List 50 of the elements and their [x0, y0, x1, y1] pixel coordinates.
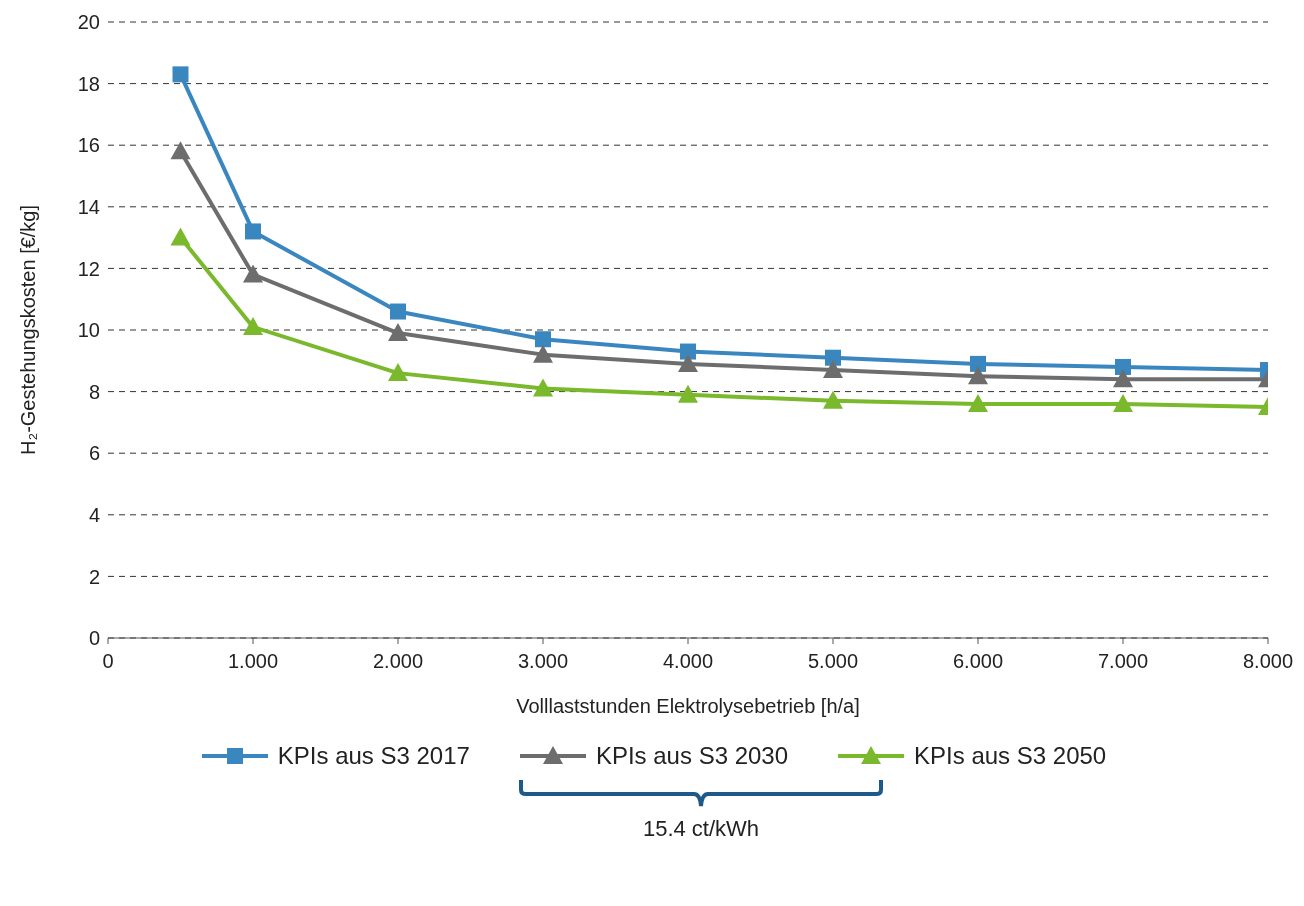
- x-tick-label: 2.000: [372, 650, 424, 673]
- x-tick-label: 4.000: [662, 650, 714, 673]
- point: [533, 378, 553, 397]
- legend-label: KPIs aus S3 2030: [595, 742, 789, 770]
- y-tick-label: 10: [77, 319, 100, 342]
- legend-label: KPIs aus S3 2017: [277, 742, 470, 770]
- point: [245, 223, 261, 240]
- point: [678, 353, 698, 372]
- point: [1115, 358, 1131, 375]
- point: [243, 316, 263, 335]
- x-tick-label: 3.000: [517, 650, 569, 673]
- point: [1113, 369, 1133, 388]
- legend-label: KPIs aus S3 2050: [914, 742, 1107, 770]
- x-axis-title: Volllaststunden Elektrolysebetrieb [h/a]: [516, 695, 860, 717]
- y-axis-title: H₂-Gestehungskosten [€/kg]: [17, 204, 40, 456]
- point: [388, 363, 408, 382]
- x-tick-label: 8.000: [1242, 650, 1294, 673]
- point: [172, 66, 189, 83]
- y-tick-label: 6: [88, 442, 100, 465]
- y-tick-label: 16: [77, 134, 100, 157]
- y-tick-label: 14: [77, 195, 100, 218]
- y-tick-label: 4: [88, 503, 100, 526]
- x-tick-label: 1.000: [227, 650, 279, 673]
- point: [968, 366, 988, 385]
- point: [390, 303, 406, 320]
- y-tick-label: 18: [77, 72, 100, 95]
- y-tick-label: 12: [77, 257, 100, 280]
- point: [243, 264, 263, 283]
- point: [533, 344, 553, 363]
- point: [823, 360, 843, 379]
- point: [170, 227, 191, 246]
- y-tick-label: 0: [88, 627, 100, 650]
- x-tick-label: 7.000: [1097, 650, 1149, 673]
- y-tick-label: 2: [88, 565, 100, 588]
- text: 15.4 ct/kWh: [641, 816, 761, 842]
- point: [680, 343, 696, 360]
- point: [825, 349, 841, 366]
- point: [1113, 393, 1133, 412]
- point: [968, 393, 988, 412]
- point: [388, 323, 408, 342]
- point: [535, 331, 551, 348]
- y-tick-label: 20: [77, 11, 100, 34]
- x-tick-label: 0: [102, 650, 114, 673]
- y-tick-label: 8: [88, 380, 100, 403]
- point: [678, 384, 698, 403]
- point: [970, 355, 986, 372]
- x-tick-label: 5.000: [807, 650, 859, 673]
- point: [823, 390, 843, 409]
- point: [170, 141, 191, 160]
- x-tick-label: 6.000: [952, 650, 1004, 673]
